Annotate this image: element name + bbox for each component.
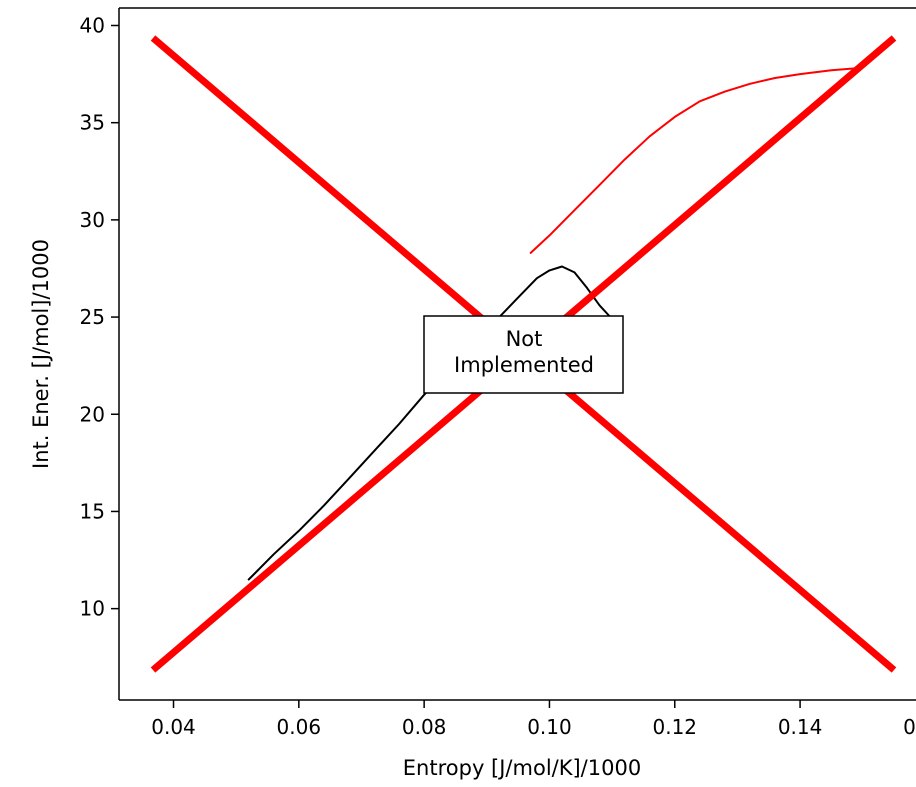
x-tick-label: 0.06 <box>277 715 322 739</box>
x-tick-label: 0.12 <box>653 715 698 739</box>
x-axis-label: Entropy [J/mol/K]/1000 <box>403 756 641 780</box>
y-axis-label: Int. Ener. [J/mol]/1000 <box>29 239 53 469</box>
x-tick-label: 0.16 <box>903 715 916 739</box>
y-tick-label: 10 <box>80 597 105 621</box>
annotation-line: Implemented <box>454 353 594 377</box>
annotation-frame <box>423 315 624 394</box>
y-ticks: 10 15 20 25 30 35 40 <box>80 13 119 621</box>
x-tick-label: 0.08 <box>402 715 447 739</box>
annotation-box: Not Implemented <box>423 315 624 394</box>
y-tick-label: 35 <box>80 111 105 135</box>
x-tick-label: 0.04 <box>151 715 196 739</box>
y-tick-label: 15 <box>80 499 105 523</box>
x-ticks: 0.04 0.06 0.08 0.10 0.12 0.14 0.16 <box>151 700 916 739</box>
x-tick-label: 0.14 <box>778 715 823 739</box>
annotation-text: Not Implemented <box>454 327 594 377</box>
x-tick-label: 0.10 <box>527 715 572 739</box>
y-tick-label: 40 <box>80 13 105 37</box>
annotation-line: Not <box>506 327 543 351</box>
y-tick-label: 25 <box>80 305 105 329</box>
series-line-2 <box>529 67 858 254</box>
y-tick-label: 30 <box>80 208 105 232</box>
y-tick-label: 20 <box>80 402 105 426</box>
